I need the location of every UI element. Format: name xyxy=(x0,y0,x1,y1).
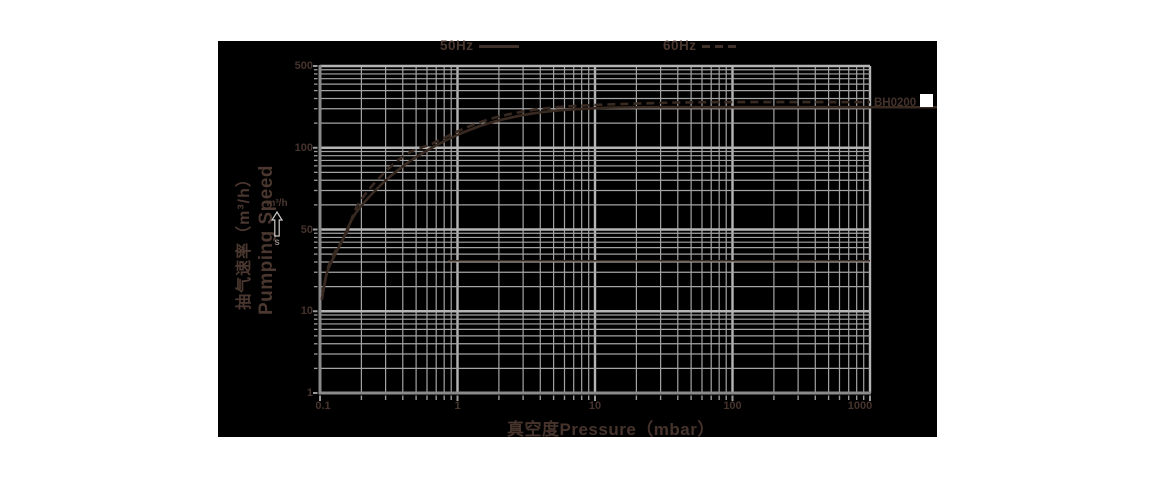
y-tick-label: 50 xyxy=(300,223,313,236)
x-tick-label: 1 xyxy=(454,400,461,412)
x-axis-title: 真空度Pressure（mbar） xyxy=(507,420,715,439)
legend-label-50hz: 50Hz xyxy=(440,38,474,53)
legend-label-60hz: 60Hz xyxy=(663,38,697,53)
series-curve-60Hz xyxy=(321,100,871,295)
x-tick-label: 100 xyxy=(723,400,742,412)
up-arrow-icon xyxy=(271,211,283,237)
x-tick-label: 10 xyxy=(588,400,602,412)
y-tick-label: 100 xyxy=(294,141,313,154)
x-tick-label: 1000 xyxy=(847,400,873,412)
unit-label-m3h: m³/h xyxy=(266,198,288,209)
legend-swatch-solid-line xyxy=(479,45,519,48)
legend-swatch-dashed-line xyxy=(702,45,738,48)
curve-label-bh0200: BH0200 xyxy=(874,97,917,109)
x-tick-label: 0.1 xyxy=(315,400,331,412)
chart-plot-area xyxy=(313,64,937,401)
highlight-square-marker xyxy=(920,94,933,107)
y-tick-label: 1 xyxy=(306,387,313,399)
unit-label-s: s xyxy=(274,237,280,248)
y-axis-title-cn: 抽气速率（m³/h） xyxy=(236,170,253,310)
chart-panel: 50Hz 60Hz 抽气速率（m³/h） Pumping Speed m³/h … xyxy=(218,38,937,439)
y-tick-label: 500 xyxy=(294,60,313,72)
series-curve-50Hz xyxy=(320,105,870,301)
y-tick-label: 10 xyxy=(300,305,313,318)
y-axis-unit-annotation: m³/h s xyxy=(262,198,292,248)
